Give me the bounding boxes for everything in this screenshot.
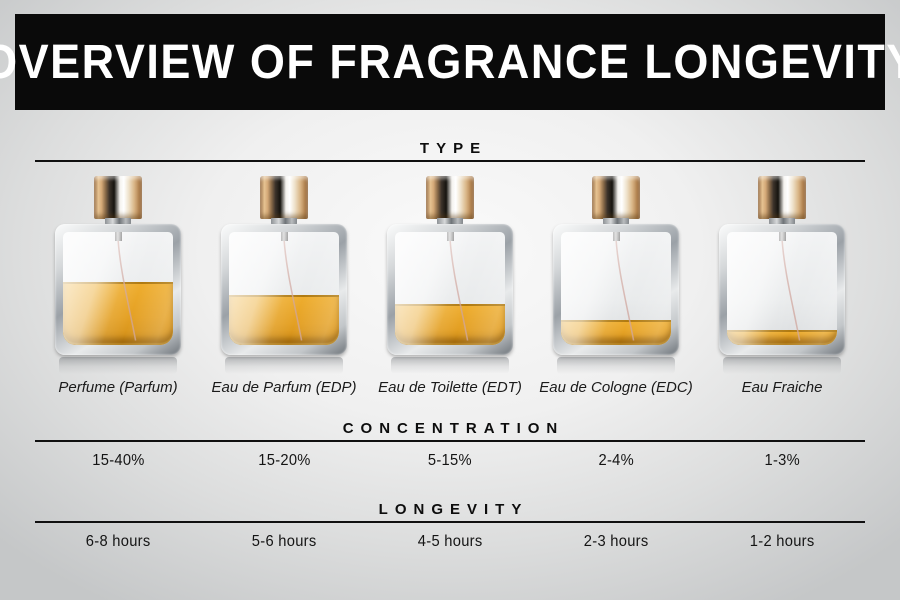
spray-valve-icon xyxy=(612,232,620,241)
longevity-value: 6-8 hours xyxy=(85,533,151,550)
spray-tube-icon xyxy=(615,238,635,341)
concentration-value: 15-20% xyxy=(257,452,311,469)
bottle-reflection xyxy=(225,357,343,374)
bottle-reflection xyxy=(59,357,177,374)
bottle-neck-icon xyxy=(769,218,795,225)
bottle-glass xyxy=(395,232,505,345)
spray-valve-icon xyxy=(280,232,288,241)
bottle-glass xyxy=(63,232,173,345)
perfume-bottle-icon xyxy=(387,224,513,355)
concentration-value: 15-40% xyxy=(91,452,145,469)
bottle-row: Perfume (Parfum) Eau de Parfum (EDP) xyxy=(35,176,865,396)
bottle-neck-icon xyxy=(271,218,297,225)
perfume-bottle-icon xyxy=(55,224,181,355)
spray-valve-icon xyxy=(446,232,454,241)
concentration-value: 1-3% xyxy=(764,452,800,469)
bottle-label: Eau de Toilette (EDT) xyxy=(378,379,522,396)
longevity-value: 5-6 hours xyxy=(251,533,317,550)
page-title: OVERVIEW OF FRAGRANCE LONGEVITY xyxy=(0,33,900,89)
concentration-value: 5-15% xyxy=(428,452,472,469)
perfume-bottle-icon xyxy=(719,224,845,355)
concentration-row: 15-40% 15-20% 5-15% 2-4% 1-3% xyxy=(35,452,865,470)
bottle-label: Eau Fraiche xyxy=(741,379,823,396)
bottle-reflection xyxy=(723,357,841,374)
bottle-column-edp: Eau de Parfum (EDP) xyxy=(201,176,367,396)
bottle-cap-icon xyxy=(260,176,308,219)
bottle-label: Eau de Parfum (EDP) xyxy=(211,379,357,396)
spray-valve-icon xyxy=(778,232,786,241)
spray-tube-icon xyxy=(781,238,801,341)
perfume-bottle-icon xyxy=(553,224,679,355)
perfume-bottle-icon xyxy=(221,224,347,355)
divider-line xyxy=(35,160,865,162)
spray-tube-icon xyxy=(449,238,469,341)
bottle-reflection xyxy=(557,357,675,374)
section-header-longevity: LONGEVITY xyxy=(378,501,529,518)
bottle-reflection xyxy=(391,357,509,374)
longevity-value: 2-3 hours xyxy=(583,533,649,550)
divider-line xyxy=(35,521,865,523)
bottle-cap-icon xyxy=(592,176,640,219)
bottle-neck-icon xyxy=(105,218,131,225)
longevity-value: 1-2 hours xyxy=(749,533,815,550)
bottle-glass xyxy=(229,232,339,345)
bottle-cap-icon xyxy=(426,176,474,219)
title-banner: OVERVIEW OF FRAGRANCE LONGEVITY xyxy=(0,14,900,110)
bottle-neck-icon xyxy=(437,218,463,225)
bottle-label: Perfume (Parfum) xyxy=(58,379,178,396)
bottle-column-eau-fraiche: Eau Fraiche xyxy=(699,176,865,396)
spray-valve-icon xyxy=(114,232,122,241)
bottle-label: Eau de Cologne (EDC) xyxy=(539,379,693,396)
bottle-column-perfume: Perfume (Parfum) xyxy=(35,176,201,396)
spray-tube-icon xyxy=(283,238,303,341)
section-header-concentration: CONCENTRATION xyxy=(342,420,565,437)
spray-tube-icon xyxy=(117,238,137,341)
longevity-row: 6-8 hours 5-6 hours 4-5 hours 2-3 hours … xyxy=(35,533,865,551)
divider-line xyxy=(35,440,865,442)
bottle-cap-icon xyxy=(94,176,142,219)
bottle-glass xyxy=(561,232,671,345)
longevity-value: 4-5 hours xyxy=(417,533,483,550)
bottle-neck-icon xyxy=(603,218,629,225)
section-header-type: TYPE xyxy=(419,140,488,157)
bottle-glass xyxy=(727,232,837,345)
bottle-column-edt: Eau de Toilette (EDT) xyxy=(367,176,533,396)
concentration-value: 2-4% xyxy=(598,452,634,469)
bottle-cap-icon xyxy=(758,176,806,219)
bottle-column-edc: Eau de Cologne (EDC) xyxy=(533,176,699,396)
